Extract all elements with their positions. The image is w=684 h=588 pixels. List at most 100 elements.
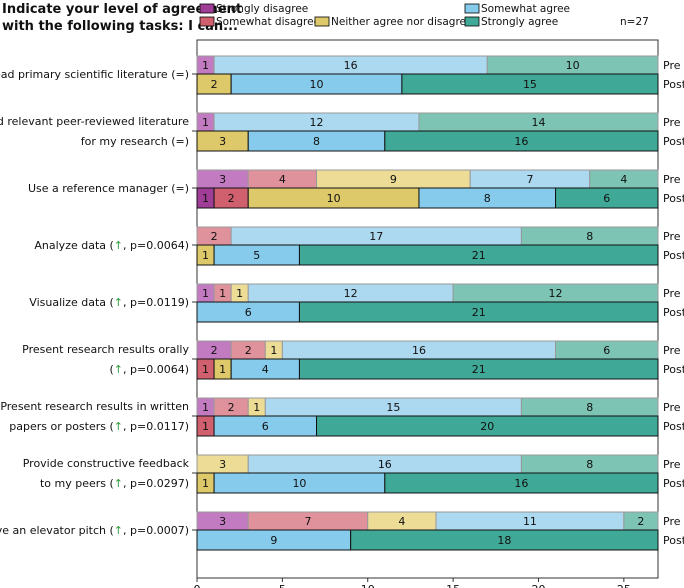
x-tick-label: 15 [446,583,460,588]
sample-size-label: n=27 [620,16,649,28]
legend-swatch [314,16,330,27]
data-label: 21 [472,249,486,262]
data-label: 2 [228,401,235,414]
data-label: 1 [219,363,226,376]
data-label: 2 [245,344,252,357]
data-label: 10 [310,78,324,91]
data-label: 12 [549,287,563,300]
row-label-pre: Pre [663,515,681,528]
bar-segment-post [555,187,659,209]
category-label: Provide constructive feedback [23,457,190,470]
data-label: 4 [279,173,286,186]
category-label: (↑, p=0.0064) [110,363,190,376]
category-label: Give an elevator pitch (↑, p=0.0007) [0,524,189,537]
category-label: Analyze data (↑, p=0.0064) [34,239,189,252]
data-label: 1 [202,59,209,72]
category-label: for my research (=) [81,135,189,148]
row-label-post: Post [663,249,684,262]
legend-swatch [199,16,215,27]
data-label: 10 [327,192,341,205]
data-label: 6 [262,420,269,433]
data-label: 8 [586,401,593,414]
bar-segment-post [384,472,659,494]
row-label-post: Post [663,306,684,319]
data-label: 1 [202,249,209,262]
category-label: papers or posters (↑, p=0.0117) [9,420,189,433]
data-label: 10 [566,59,580,72]
row-label-pre: Pre [663,116,681,129]
x-tick-label: 25 [617,583,631,588]
data-label: 1 [202,192,209,205]
data-label: 7 [526,173,533,186]
data-label: 2 [637,515,644,528]
legend-swatch [464,3,480,14]
data-label: 10 [292,477,306,490]
data-label: 16 [514,477,528,490]
data-label: 12 [344,287,358,300]
data-label: 21 [472,306,486,319]
data-label: 3 [219,135,226,148]
data-label: 18 [497,534,511,547]
row-label-pre: Pre [663,344,681,357]
data-label: 1 [202,477,209,490]
data-label: 3 [219,173,226,186]
category-label: Present research results orally [22,343,189,356]
data-label: 21 [472,363,486,376]
category-label: Read primary scientific literature (=) [0,68,189,81]
category-label: Use a reference manager (=) [28,182,189,195]
data-label: 8 [586,458,593,471]
chart-title: with the following tasks: I can... [2,19,238,34]
bar-segment-post [384,130,659,152]
data-label: 1 [219,287,226,300]
bar-segment-post [298,244,659,266]
data-label: 6 [603,192,610,205]
row-label-pre: Pre [663,173,681,186]
row-label-post: Post [663,420,684,433]
data-label: 8 [313,135,320,148]
row-label-pre: Pre [663,401,681,414]
data-label: 12 [310,116,324,129]
data-label: 6 [603,344,610,357]
data-label: 1 [202,116,209,129]
data-label: 3 [219,515,226,528]
data-label: 1 [202,287,209,300]
category-label: Visualize data (↑, p=0.0119) [29,296,189,309]
row-label-pre: Pre [663,230,681,243]
legend-entry: Somewhat agree [481,3,570,15]
legend-entry: Strongly disagree [216,3,308,15]
data-label: 17 [369,230,383,243]
data-label: 4 [620,173,627,186]
row-label-pre: Pre [663,458,681,471]
data-label: 16 [514,135,528,148]
x-tick-label: 0 [194,583,201,588]
bar-segment-post [298,301,659,323]
row-label-post: Post [663,363,684,376]
data-label: 20 [480,420,494,433]
row-label-pre: Pre [663,59,681,72]
data-label: 2 [211,78,218,91]
data-label: 2 [228,192,235,205]
data-label: 16 [412,344,426,357]
row-label-post: Post [663,534,684,547]
row-label-post: Post [663,477,684,490]
data-label: 16 [378,458,392,471]
bar-segment-post [350,529,659,551]
data-label: 14 [531,116,545,129]
category-label: to my peers (↑, p=0.0297) [40,477,189,490]
data-label: 7 [304,515,311,528]
row-label-post: Post [663,135,684,148]
category-label: Find relevant peer-reviewed literature [0,115,189,128]
data-label: 2 [211,344,218,357]
bar-segment-post [401,73,659,95]
data-label: 4 [262,363,269,376]
data-label: 1 [236,287,243,300]
data-label: 1 [202,401,209,414]
bar-segment-post [298,358,659,380]
x-tick-label: 10 [361,583,375,588]
legend-swatch [464,16,480,27]
x-tick-label: 20 [531,583,545,588]
data-label: 1 [270,344,277,357]
category-label: Present research results in written [0,400,189,413]
bar-segment-post [316,415,659,437]
